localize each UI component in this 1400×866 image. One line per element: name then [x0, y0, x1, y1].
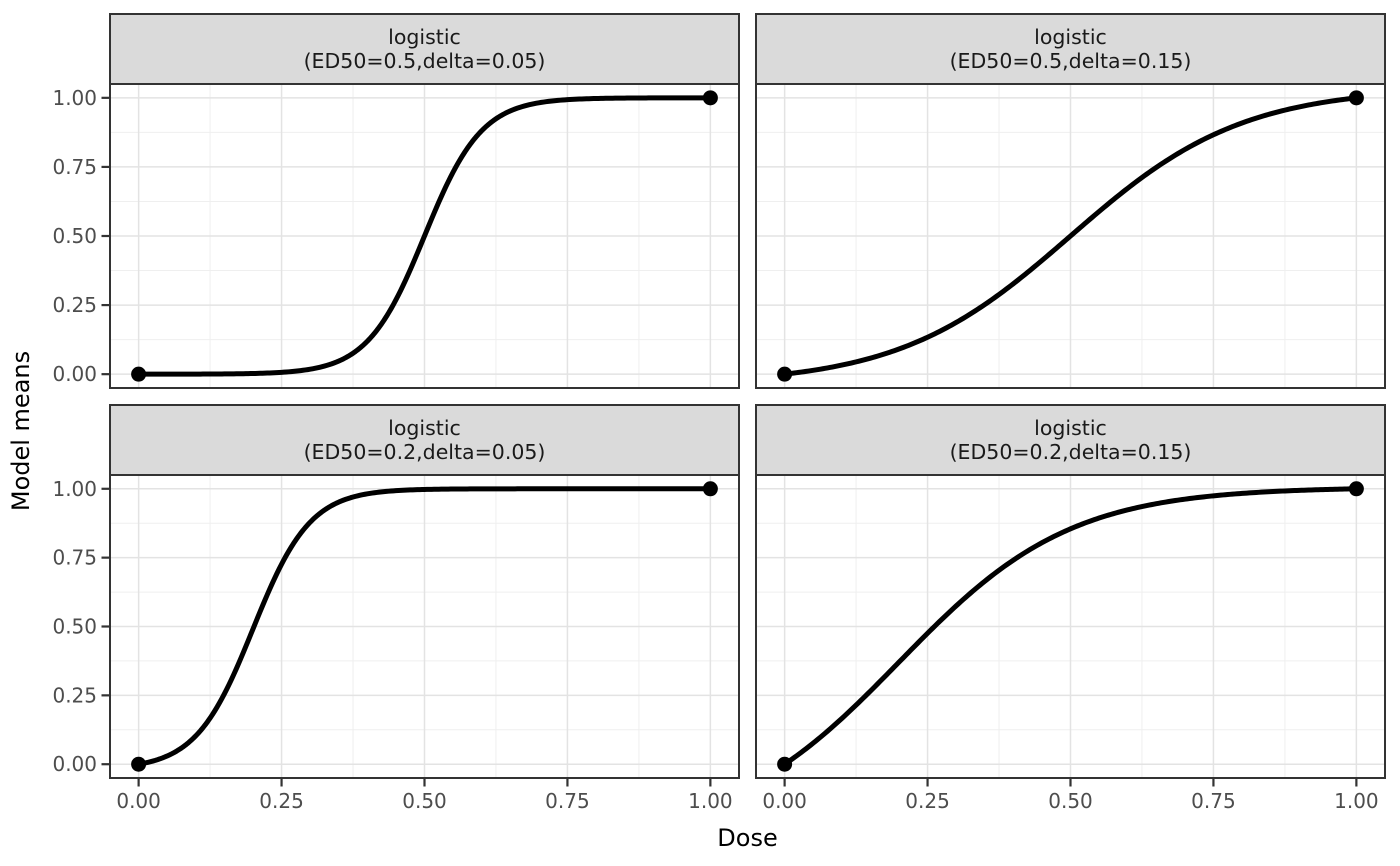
data-point [131, 366, 147, 382]
facet-strip [755, 404, 1386, 476]
model-curve [136, 486, 713, 767]
y-axis-title: Model means [7, 350, 35, 512]
facet-panel-0: logistic(ED50=0.5,delta=0.05) 0.00 0.25 0.5… [52, 13, 740, 389]
x-tick-label: 0.25 [905, 789, 950, 813]
y-tick-label: 0.50 [52, 615, 97, 639]
facet-strip [109, 404, 740, 476]
x-tick-label: 0.75 [1191, 789, 1236, 813]
y-tick-label: 0.75 [52, 155, 97, 179]
facet-strip-label: logistic [388, 416, 461, 440]
y-tick-label: 0.25 [52, 683, 97, 707]
y-tick-label: 0.00 [52, 362, 97, 386]
model-curve [782, 486, 1359, 767]
y-tick-label: 0.25 [52, 293, 97, 317]
facet-panel-2: logistic(ED50=0.2,delta=0.05) 0.00 0.25 0.5… [52, 404, 740, 813]
facet-strip [109, 13, 740, 85]
facet-strip-label: logistic [1034, 416, 1107, 440]
facet-panel-1: logistic(ED50=0.5,delta=0.15) [755, 13, 1386, 389]
data-point [131, 756, 147, 772]
facet-strip-label: (ED50=0.2,delta=0.15) [950, 440, 1192, 464]
y-tick-label: 0.75 [52, 546, 97, 570]
model-curve [136, 95, 713, 377]
facet-strip-label: (ED50=0.5,delta=0.15) [950, 49, 1192, 73]
y-tick-label: 0.00 [52, 752, 97, 776]
x-tick-label: 0.75 [545, 789, 590, 813]
x-tick-label: 0.50 [1048, 789, 1093, 813]
y-tick-label: 0.50 [52, 224, 97, 248]
facet-strip-label: logistic [1034, 25, 1107, 49]
facet-strip-label: (ED50=0.5,delta=0.05) [304, 49, 546, 73]
x-tick-label: 0.00 [116, 789, 161, 813]
data-point [1348, 90, 1364, 106]
data-point [702, 481, 718, 497]
x-tick-label: 0.25 [259, 789, 304, 813]
facet-strip-label: (ED50=0.2,delta=0.05) [304, 440, 546, 464]
facet-strip-label: logistic [388, 25, 461, 49]
y-tick-label: 1.00 [52, 86, 97, 110]
data-point [777, 756, 793, 772]
x-axis-title: Dose [717, 824, 778, 852]
facet-strip [755, 13, 1386, 85]
facet-panel-3: logistic(ED50=0.2,delta=0.15) 0.00 0.25 0.5… [755, 404, 1386, 813]
x-tick-label: 0.50 [402, 789, 447, 813]
model-curve [782, 95, 1359, 377]
data-point [702, 90, 718, 106]
data-point [1348, 481, 1364, 497]
x-tick-label: 0.00 [762, 789, 807, 813]
x-tick-label: 1.00 [1334, 789, 1379, 813]
y-tick-label: 1.00 [52, 477, 97, 501]
x-tick-label: 1.00 [688, 789, 733, 813]
data-point [777, 366, 793, 382]
